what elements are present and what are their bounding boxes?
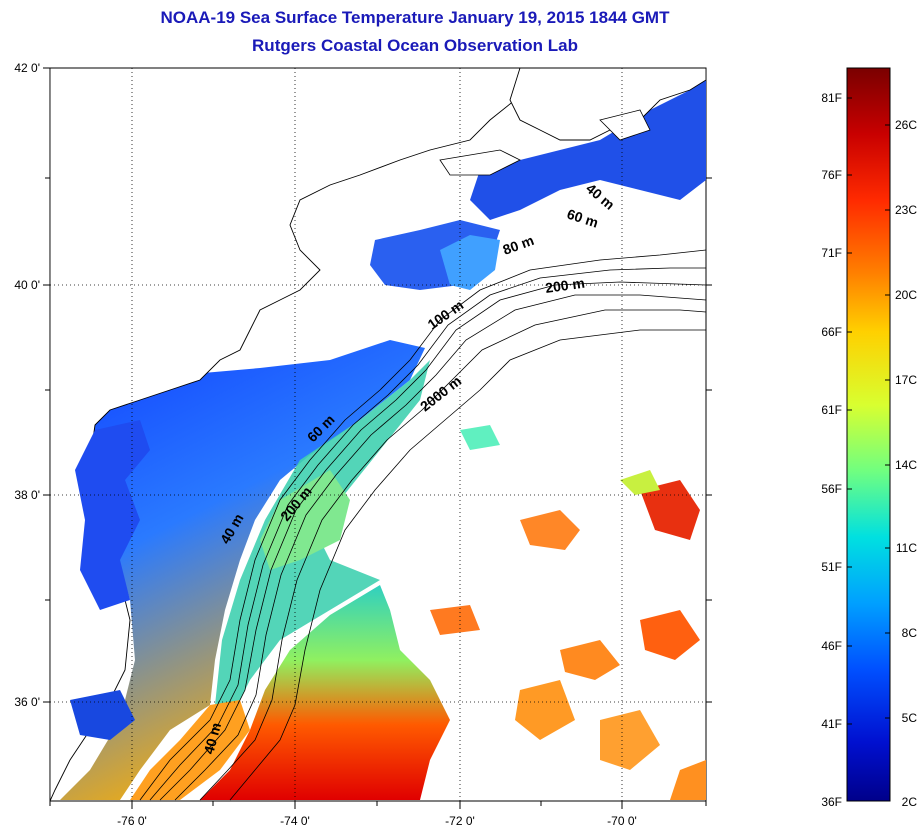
- colorbar-c-label: 26C: [895, 118, 917, 132]
- colorbar-c-label: 17C: [895, 373, 917, 387]
- us-east-coast-land: [50, 68, 521, 801]
- colorbar-f-label: 76F: [821, 168, 842, 182]
- colorbar-f-label: 51F: [821, 560, 842, 574]
- colorbar-c-label: 8C: [902, 626, 918, 640]
- lat-label: 40 0': [14, 278, 40, 292]
- lon-label: -70 0': [607, 814, 637, 828]
- colorbar-f-label: 46F: [821, 639, 842, 653]
- colorbar-c-label: 20C: [895, 288, 917, 302]
- lon-label: -72 0': [445, 814, 475, 828]
- slope-water: [215, 360, 430, 720]
- colorbar: 81F 76F 71F 66F 61F 56F 51F 46F 41F 36F …: [821, 67, 917, 809]
- colorbar-f-label: 66F: [821, 325, 842, 339]
- colorbar-f-label: 41F: [821, 717, 842, 731]
- axis-ticks: [43, 67, 712, 809]
- warm-patch: [640, 480, 700, 540]
- longitude-labels: -76 0' -74 0' -72 0' -70 0': [117, 814, 637, 828]
- lon-label: -74 0': [280, 814, 310, 828]
- colorbar-f-label: 81F: [821, 91, 842, 105]
- gulf-stream-water: [200, 585, 450, 800]
- cape-cod: [599, 109, 651, 141]
- chesapeake-bay: [75, 420, 150, 610]
- warm-patch: [620, 470, 660, 495]
- lat-label: 36 0': [14, 695, 40, 709]
- shelf-water: [60, 340, 425, 800]
- lat-label: 38 0': [14, 488, 40, 502]
- colorbar-celsius-labels: 26C 23C 20C 17C 14C 11C 8C 5C 2C: [895, 118, 917, 809]
- colorbar-c-label: 5C: [902, 711, 918, 725]
- lat-label: 42 0': [14, 61, 40, 75]
- colorbar-c-label: 23C: [895, 203, 917, 217]
- cape-hatteras-warm: [130, 700, 250, 800]
- warm-patch: [640, 610, 700, 660]
- map-content: [50, 68, 706, 801]
- colorbar-c-label: 11C: [896, 541, 917, 555]
- colorbar-f-label: 71F: [821, 246, 842, 260]
- warm-patch: [520, 510, 580, 550]
- map-subtitle: Rutgers Coastal Ocean Observation Lab: [252, 36, 578, 55]
- warm-patch: [515, 680, 575, 740]
- contour-label-200m: 200 m: [544, 275, 586, 296]
- colorbar-c-label: 14C: [895, 458, 917, 472]
- warm-patch: [460, 425, 500, 450]
- pamlico-sound: [70, 690, 135, 740]
- colorbar-f-label: 36F: [821, 795, 842, 809]
- latitude-labels: 42 0' 40 0' 38 0' 36 0': [14, 61, 40, 709]
- map-title: NOAA-19 Sea Surface Temperature January …: [160, 8, 670, 27]
- warm-patch: [670, 760, 706, 800]
- colorbar-f-label: 61F: [821, 403, 842, 417]
- colorbar-scale: [846, 67, 891, 802]
- graticule: [50, 68, 706, 801]
- colorbar-ticks: [847, 97, 890, 725]
- bathymetry-contours: [139, 249, 706, 801]
- mid-shelf-green: [260, 470, 350, 570]
- colorbar-fahrenheit-labels: 81F 76F 71F 66F 61F 56F 51F 46F 41F 36F: [821, 91, 842, 809]
- gulf-of-maine-water: [470, 80, 706, 220]
- warm-patch: [600, 710, 660, 770]
- warm-patch: [430, 605, 480, 635]
- shelf-patch: [440, 235, 500, 290]
- warm-patch: [560, 640, 620, 680]
- colorbar-f-label: 56F: [821, 482, 842, 496]
- contour-label-40m: 40 m: [200, 721, 224, 756]
- lon-label: -76 0': [117, 814, 147, 828]
- colorbar-c-label: 2C: [902, 795, 918, 809]
